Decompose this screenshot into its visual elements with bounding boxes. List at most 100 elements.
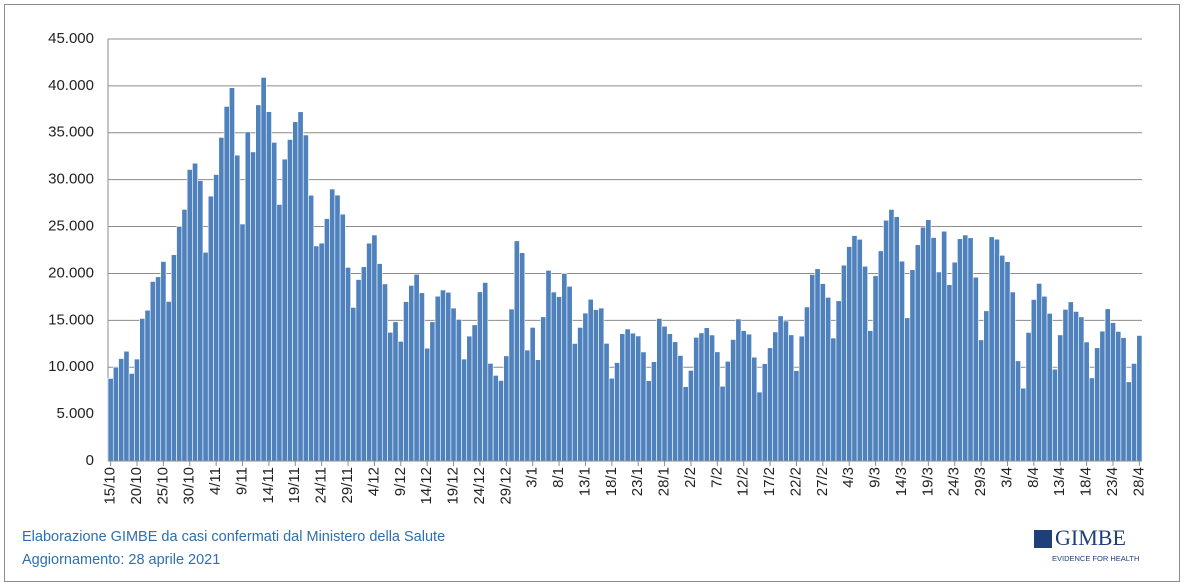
bar	[155, 276, 162, 462]
bar	[197, 180, 204, 462]
bar	[498, 380, 504, 462]
bar	[1030, 299, 1037, 462]
x-tick-label: 9/11	[233, 467, 250, 495]
x-tick-label: 15/10	[102, 467, 119, 505]
bar	[840, 264, 847, 462]
bar	[925, 219, 932, 462]
bar	[756, 391, 763, 462]
bar	[186, 169, 193, 462]
bar	[561, 273, 568, 462]
x-tick-label: 20/10	[128, 467, 145, 505]
source-note: Elaborazione GIMBE da casi confermati da…	[22, 529, 445, 545]
bar	[740, 330, 747, 462]
bar	[767, 347, 774, 462]
bar	[598, 307, 605, 462]
bar	[345, 267, 351, 462]
bar	[503, 355, 510, 462]
bar	[1115, 331, 1122, 462]
bar	[165, 301, 172, 462]
x-tick-label: 24/3	[946, 467, 963, 496]
bar	[1120, 337, 1127, 462]
bar	[772, 331, 779, 462]
bar	[577, 327, 584, 462]
bar	[714, 351, 721, 462]
bar	[608, 377, 615, 462]
bar	[983, 310, 990, 462]
bar	[260, 77, 267, 462]
bar	[350, 307, 357, 462]
bar	[376, 263, 383, 462]
y-tick-label: 30.000	[48, 171, 94, 188]
bar	[334, 194, 341, 462]
bar	[387, 332, 394, 462]
bar	[392, 321, 399, 462]
bar	[471, 324, 478, 462]
bar	[424, 347, 431, 462]
bar	[1083, 341, 1090, 462]
x-tick-label: 30/10	[181, 467, 198, 505]
bar	[1025, 332, 1032, 462]
bar	[629, 332, 636, 462]
bar	[1015, 360, 1021, 462]
bar	[123, 350, 130, 462]
bar	[614, 362, 621, 462]
bar	[603, 343, 610, 462]
x-tick-label: 23/1	[629, 467, 646, 496]
bar	[213, 174, 220, 462]
y-tick-label: 40.000	[48, 77, 94, 94]
bar	[128, 373, 135, 462]
bar	[946, 284, 953, 462]
y-tick-label: 20.000	[48, 264, 94, 281]
x-tick-label: 29/3	[972, 467, 989, 496]
bar	[455, 319, 462, 462]
bar	[825, 297, 832, 462]
update-note: Aggiornamento: 28 aprile 2021	[22, 552, 220, 568]
bar	[202, 252, 209, 462]
bar	[719, 385, 726, 462]
y-tick-label: 25.000	[48, 218, 94, 235]
bar	[1046, 313, 1053, 462]
bar	[550, 291, 557, 462]
bar	[914, 244, 921, 462]
bar	[529, 327, 536, 462]
bar	[418, 292, 425, 462]
bar	[519, 252, 526, 462]
x-tick-label: 24/12	[471, 467, 488, 505]
bar	[793, 370, 800, 462]
bar	[930, 237, 937, 462]
logo-icon	[1034, 530, 1052, 548]
bar	[403, 301, 410, 462]
bar	[661, 325, 668, 462]
bar	[851, 235, 858, 462]
bar	[535, 359, 541, 462]
bar	[1094, 347, 1101, 462]
bar	[656, 318, 663, 462]
bar	[730, 339, 737, 462]
bar	[651, 361, 657, 462]
bar	[693, 337, 700, 462]
bar	[672, 341, 679, 462]
bar	[1067, 301, 1074, 462]
bar	[999, 255, 1006, 462]
bar	[434, 295, 441, 462]
bar	[466, 335, 473, 462]
bar	[1104, 308, 1111, 462]
bar	[255, 104, 262, 462]
bar	[746, 333, 752, 462]
bar	[735, 318, 742, 462]
bar	[181, 209, 188, 462]
bar	[593, 309, 599, 462]
x-tick-label: 22/2	[787, 467, 804, 496]
bar	[271, 142, 278, 462]
bar	[524, 349, 531, 462]
x-tick-label: 23/4	[1104, 467, 1121, 496]
bar	[329, 188, 336, 462]
bar	[893, 216, 900, 462]
bar	[782, 320, 789, 462]
x-tick-label: 29/12	[497, 467, 514, 505]
bar	[1041, 295, 1048, 462]
logo-tagline: EVIDENCE FOR HEALTH	[1052, 554, 1139, 563]
bar	[1052, 368, 1058, 462]
bar	[867, 330, 874, 462]
